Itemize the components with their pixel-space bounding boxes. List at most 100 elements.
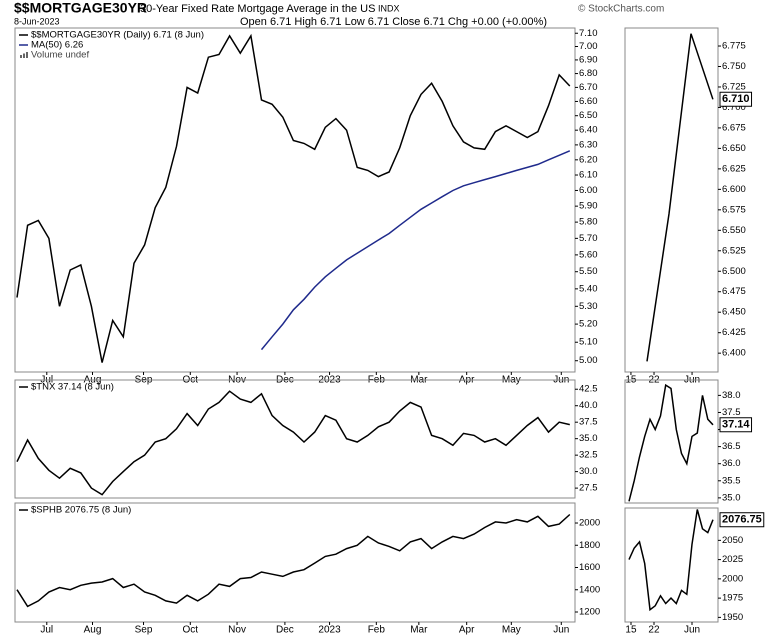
y-tick-label: 6.425 [722,327,746,338]
y-tick-label: 32.5 [579,450,598,461]
price-line [260,150,571,351]
y-tick-label: 30.0 [579,466,598,477]
y-tick-label: 1800 [579,540,600,551]
y-tick-label: 1200 [579,607,600,618]
y-tick-label: 2000 [579,518,600,529]
price-line [16,33,571,363]
price-line [646,33,714,362]
y-tick-label: 38.0 [722,390,741,401]
y-tick-label: 6.30 [579,139,598,150]
x-tick-label: Oct [183,625,199,636]
y-tick-label: 6.10 [579,170,598,181]
y-tick-label: 6.60 [579,96,598,107]
x-tick-label: Jun [553,625,569,636]
price-line [16,513,571,608]
legend-label: Volume undef [31,50,89,61]
y-tick-label: 6.70 [579,82,598,93]
y-tick-label: 5.40 [579,283,598,294]
y-tick-label: 6.625 [722,163,746,174]
exchange: INDX [378,3,400,13]
y-tick-label: 5.50 [579,266,598,277]
y-tick-label: 6.550 [722,225,746,236]
value-box-label: 37.14 [722,419,750,431]
y-tick-label: 1975 [722,593,743,604]
price-line [628,383,714,502]
y-tick-label: 6.400 [722,348,746,359]
y-tick-label: 1600 [579,562,600,573]
price-line [628,509,714,612]
legend-volume-icon [26,52,28,58]
value-box-label: 2076.75 [722,514,762,526]
y-tick-label: 2000 [722,573,743,584]
y-tick-label: 6.525 [722,245,746,256]
panel-frame [624,27,719,373]
x-tick-label: Mar [410,625,428,636]
y-tick-label: 5.10 [579,337,598,348]
value-box [719,417,753,433]
value-box [719,91,753,107]
y-tick-label: 1400 [579,584,600,595]
y-tick-label: 6.600 [722,184,746,195]
y-tick-label: 6.675 [722,122,746,133]
y-tick-label: 42.5 [579,384,598,395]
y-tick-label: 5.20 [579,319,598,330]
y-tick-label: 35.0 [579,433,598,444]
y-tick-label: 5.00 [579,355,598,366]
x-tick-label: 2023 [318,625,341,636]
y-tick-label: 27.5 [579,483,598,494]
date: 8-Jun-2023 [14,16,60,26]
y-tick-label: 5.70 [579,233,598,244]
y-tick-label: 7.00 [579,41,598,52]
y-tick-label: 6.40 [579,125,598,136]
y-tick-label: 2050 [722,535,743,546]
y-tick-label: 1950 [722,612,743,623]
y-tick-label: 40.0 [579,400,598,411]
copyright: © StockCharts.com [578,4,664,15]
y-tick-label: 35.5 [722,475,741,486]
x-tick-label: Dec [276,625,294,636]
y-tick-label: 6.90 [579,54,598,65]
price-line [16,390,570,496]
legend-volume-icon [20,55,22,58]
x-tick-label: Sep [135,625,153,636]
y-tick-label: 36.0 [722,458,741,469]
panel-frame [14,502,576,623]
x-tick-label: 22 [648,625,660,636]
y-tick-label: 5.80 [579,217,598,228]
y-tick-label: 6.700 [722,102,746,113]
panel-frame [14,27,576,373]
legend-label: $SPHB 2076.75 (8 Jun) [31,505,131,516]
x-tick-label: Jul [40,625,53,636]
y-tick-label: 6.50 [579,110,598,121]
y-tick-label: 6.450 [722,307,746,318]
x-tick-label: Jun [684,625,700,636]
panel-frame [624,507,719,623]
x-tick-label: Feb [368,625,386,636]
y-tick-label: 5.30 [579,301,598,312]
x-tick-label: May [502,625,521,636]
legend-label: MA(50) 6.26 [31,40,83,51]
y-tick-label: 37.5 [579,417,598,428]
x-tick-label: Aug [84,625,102,636]
y-tick-label: 6.750 [722,61,746,72]
x-tick-label: Apr [459,625,475,636]
legend-label: $$MORTGAGE30YR (Daily) 6.71 (8 Jun) [31,30,204,41]
value-box-label: 6.710 [722,93,750,105]
y-tick-label: 35.0 [722,492,741,503]
y-tick-label: 6.20 [579,154,598,165]
x-tick-label: 15 [625,625,637,636]
y-tick-label: 6.00 [579,185,598,196]
y-tick-label: 6.575 [722,204,746,215]
y-tick-label: 36.5 [722,441,741,452]
y-tick-label: 6.500 [722,266,746,277]
y-tick-label: 6.725 [722,81,746,92]
y-tick-label: 5.90 [579,201,598,212]
symbol: $$MORTGAGE30YR [14,0,147,16]
y-tick-label: 6.650 [722,143,746,154]
description: 30-Year Fixed Rate Mortgage Average in t… [140,3,375,15]
quote: Open 6.71 High 6.71 Low 6.71 Close 6.71 … [240,16,547,28]
y-tick-label: 6.775 [722,41,746,52]
legend-label: $TNX 37.14 (8 Jun) [31,382,114,393]
